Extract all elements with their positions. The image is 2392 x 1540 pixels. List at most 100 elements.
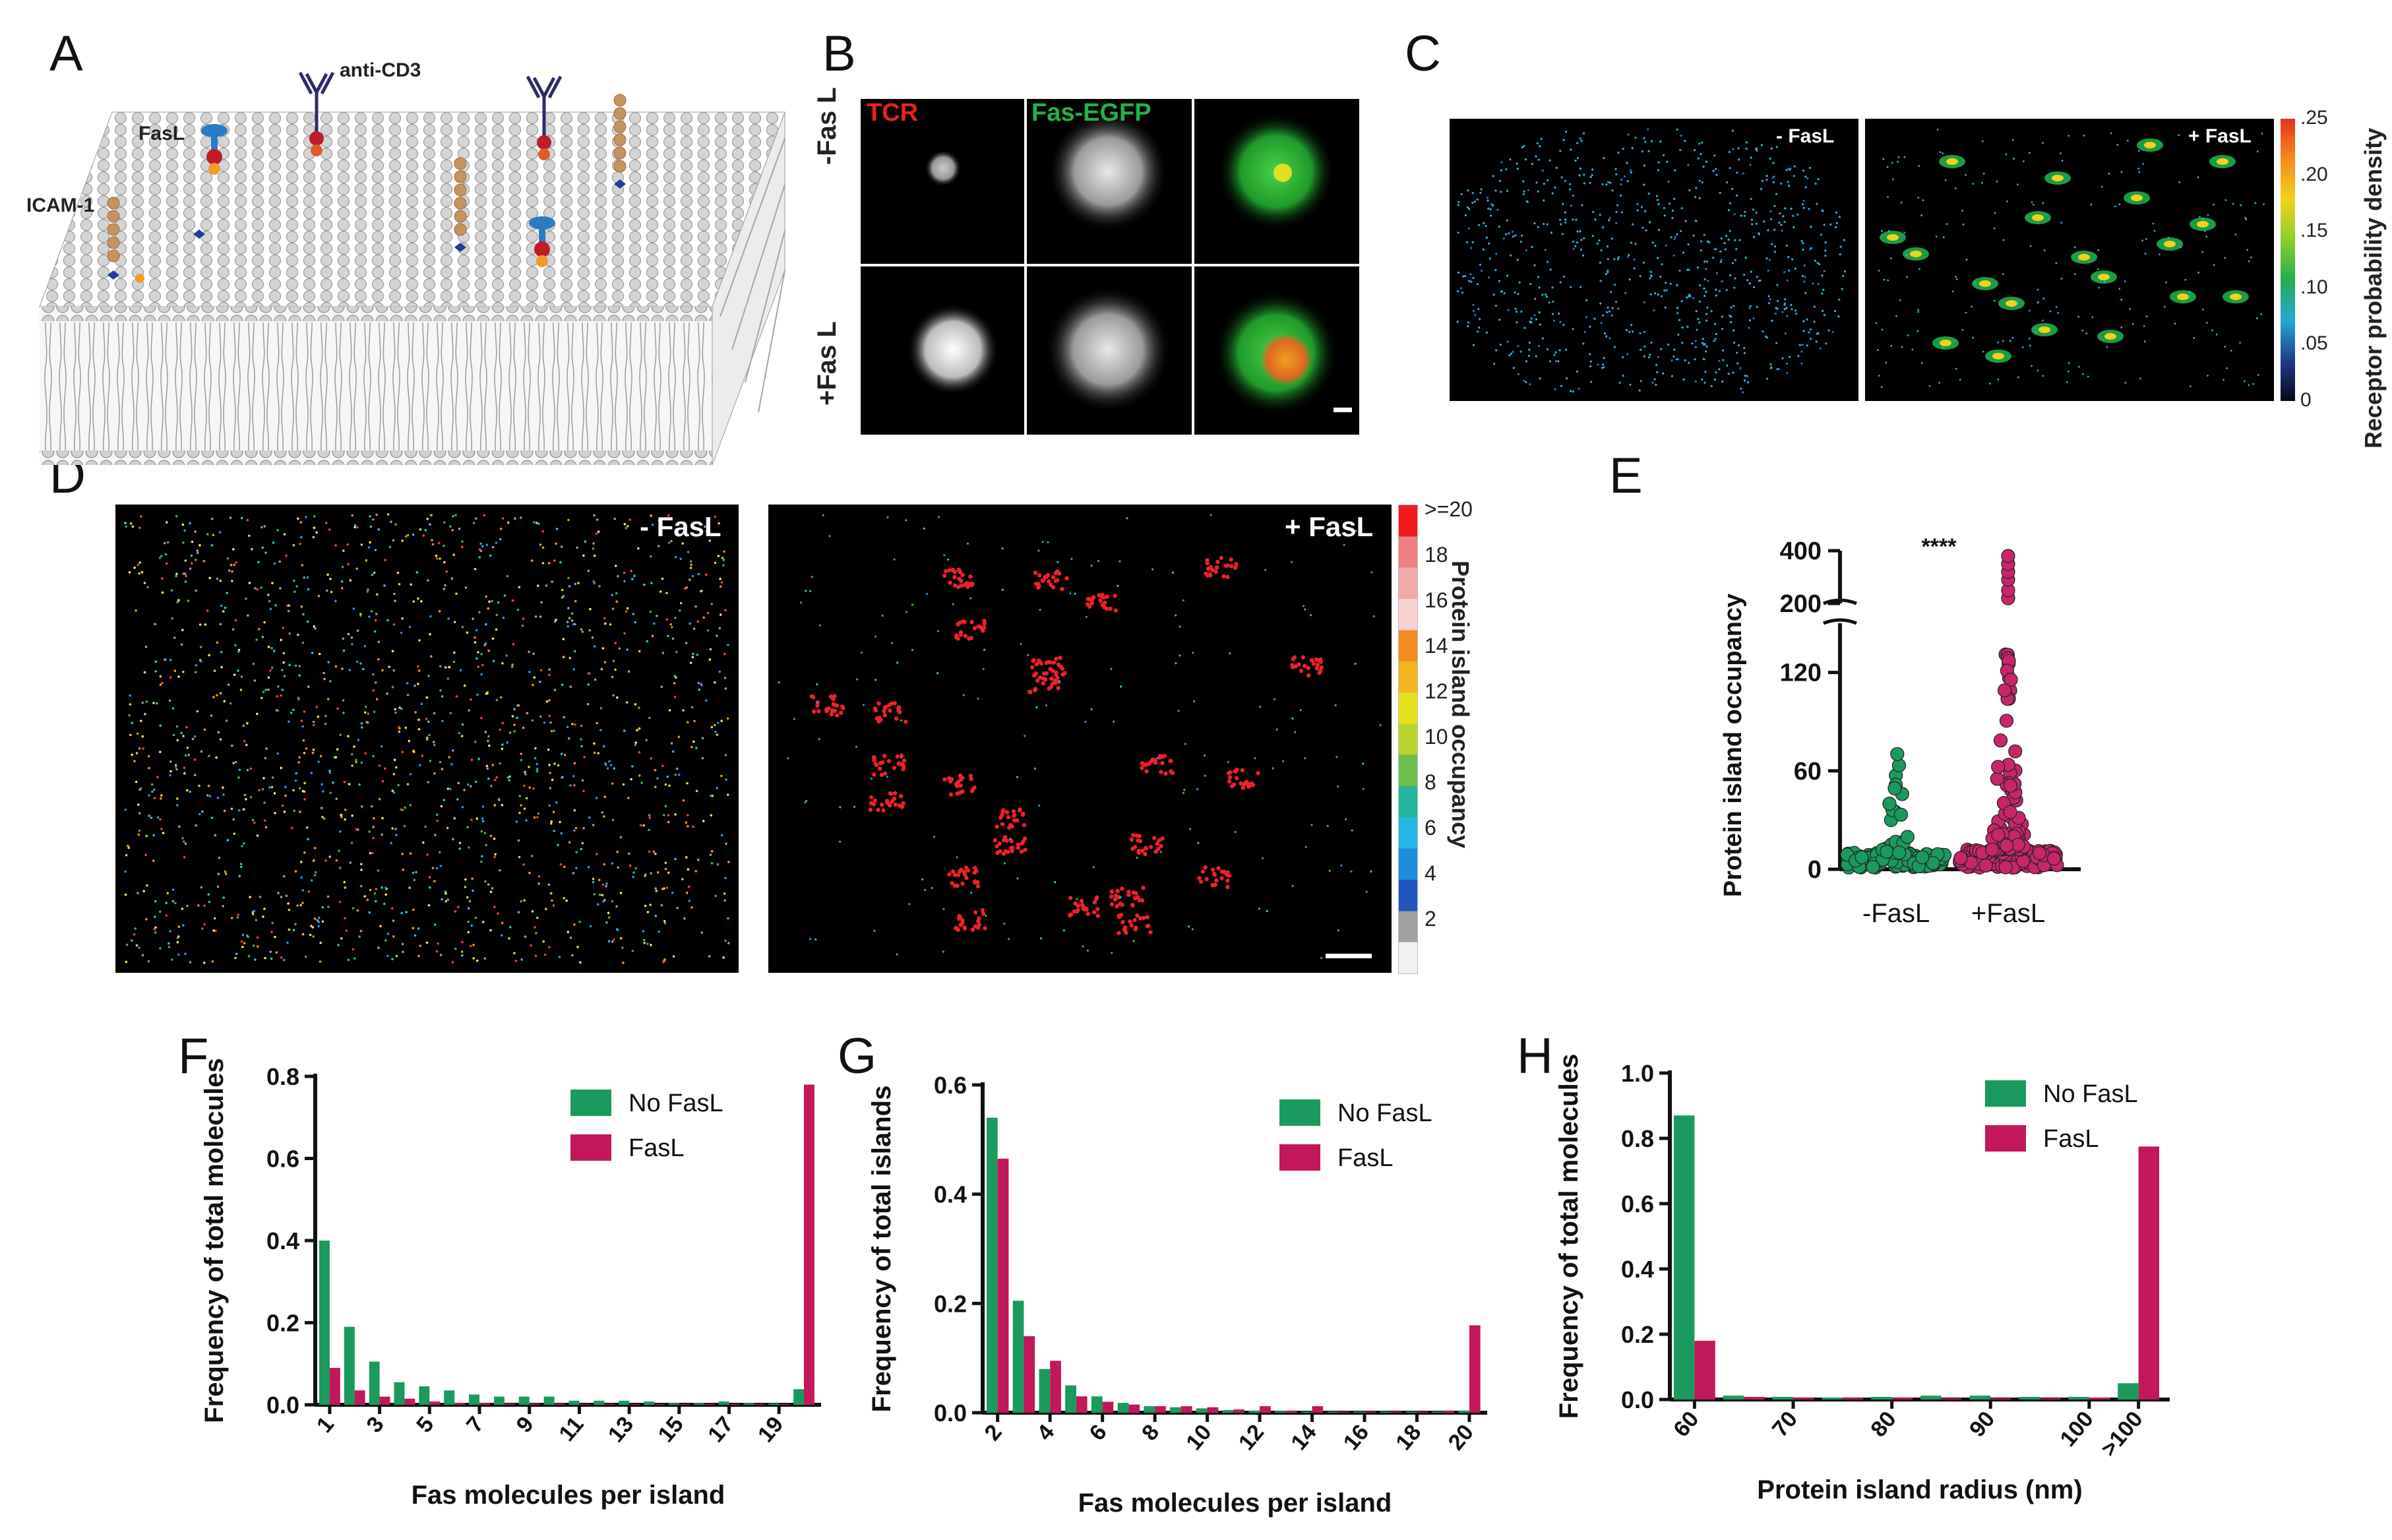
h-bar xyxy=(1694,1340,1715,1400)
fas-receptor xyxy=(537,135,551,160)
d-colorbar-tick: 6 xyxy=(1425,816,1436,840)
h-x-axis-label: Protein island radius (nm) xyxy=(1757,1475,2082,1504)
d-plus-fasl-map xyxy=(768,505,1392,973)
e-data-point xyxy=(1892,846,1907,860)
anti-cd3-antibody xyxy=(298,71,335,132)
e-data-point xyxy=(1926,856,1940,871)
h-bar xyxy=(1969,1396,1991,1400)
d-colorbar-tick: 8 xyxy=(1425,770,1436,794)
h-y-tick-label: 1.0 xyxy=(1621,1060,1654,1087)
panel-letter-h: H xyxy=(1517,1028,1553,1084)
c-colorbar xyxy=(2281,119,2295,401)
icam-1-molecule xyxy=(107,197,120,262)
e-data-point xyxy=(2001,549,2015,563)
h-y-tick-label: 0.0 xyxy=(1621,1386,1654,1413)
h-bar xyxy=(1822,1398,1843,1400)
e-data-point xyxy=(2033,846,2047,861)
h-x-tick-label: 70 xyxy=(1767,1407,1802,1442)
d-colorbar xyxy=(1398,505,1418,974)
e-y-tick-label: 200 xyxy=(1780,590,1822,618)
f-y-tick-label: 0.0 xyxy=(266,1392,299,1419)
h-x-tick-label: 80 xyxy=(1866,1407,1901,1442)
d-colorbar-tick: >=20 xyxy=(1425,497,1473,521)
membrane-schematic xyxy=(39,71,785,466)
h-x-tick-label: >100 xyxy=(2096,1407,2147,1462)
h-bar xyxy=(2118,1383,2139,1400)
h-bar xyxy=(1744,1397,1765,1400)
h-x-tick-label: 100 xyxy=(2055,1407,2099,1452)
channel-label-tcr: TCR xyxy=(867,99,919,127)
h-bar xyxy=(1891,1398,1913,1400)
h-bar xyxy=(1941,1398,1962,1400)
h-bar xyxy=(2138,1146,2159,1400)
c-colorbar-tick: .05 xyxy=(2300,332,2328,355)
d-colorbar-tick: 12 xyxy=(1425,679,1448,703)
panel-letter-g: G xyxy=(838,1028,877,1084)
icam-1-molecule xyxy=(613,94,627,173)
d-plus-label: + FasL xyxy=(1285,511,1374,542)
c-colorbar-tick: .25 xyxy=(2300,107,2328,129)
panel-letter-a: A xyxy=(49,26,83,82)
h-x-tick-label: 90 xyxy=(1965,1407,2000,1442)
e-data-point xyxy=(1998,683,2012,698)
h-legend-swatch xyxy=(1985,1080,2026,1107)
e-data-point xyxy=(1999,714,2014,728)
panel-letter-f: F xyxy=(178,1028,209,1084)
e-axis-break xyxy=(1823,598,1857,605)
f-y-tick-label: 0.6 xyxy=(266,1146,299,1173)
e-data-point xyxy=(1991,828,2006,842)
e-data-point xyxy=(1985,842,2000,857)
e-axis-break xyxy=(1823,618,1857,625)
e-data-point xyxy=(1890,747,1905,761)
h-bar xyxy=(1842,1398,1864,1400)
h-bar xyxy=(1990,1398,2011,1400)
d-minus-label: - FasL xyxy=(640,511,721,542)
d-colorbar-tick: 14 xyxy=(1425,634,1448,658)
h-x-tick-label: 60 xyxy=(1669,1407,1703,1442)
d-colorbar-tick: 16 xyxy=(1425,588,1448,612)
c-colorbar-tick: .10 xyxy=(2300,276,2328,298)
icam-1-molecule xyxy=(454,157,467,236)
e-data-point xyxy=(1915,850,1930,865)
e-x-tick-label: +FasL xyxy=(1971,899,2045,928)
e-y-axis-label: Protein island occupancy xyxy=(1719,594,1747,897)
h-y-tick-label: 0.4 xyxy=(1621,1256,1654,1283)
e-y-tick-label: 400 xyxy=(1780,538,1822,565)
h-bar xyxy=(2019,1397,2040,1400)
h-bar xyxy=(1793,1398,1814,1400)
e-data-point xyxy=(1893,807,1908,822)
e-data-point xyxy=(2003,778,2017,793)
label-fasl: FasL xyxy=(138,123,185,144)
e-x-tick-label: -FasL xyxy=(1862,899,1930,928)
f-y-tick-label: 0.2 xyxy=(266,1310,299,1337)
h-bar xyxy=(1920,1396,1942,1400)
d-colorbar-tick: 10 xyxy=(1425,725,1448,749)
c-plus-label: + FasL xyxy=(2188,125,2252,147)
h-y-tick-label: 0.8 xyxy=(1621,1125,1654,1152)
e-data-point xyxy=(1882,796,1897,811)
panel-letter-b: B xyxy=(822,26,856,82)
fasl-trimer xyxy=(201,124,228,175)
fas-receptor xyxy=(309,131,324,156)
h-bar xyxy=(2089,1398,2110,1400)
c-plus-fasl-map xyxy=(1865,119,2274,401)
e-data-point xyxy=(1953,851,1968,865)
e-data-point xyxy=(2008,744,2023,758)
panel-letter-e: E xyxy=(1609,448,1643,504)
h-y-tick-label: 0.6 xyxy=(1621,1190,1654,1217)
d-colorbar-tick: 4 xyxy=(1425,861,1436,885)
h-bar xyxy=(1871,1397,1892,1400)
e-y-tick-label: 120 xyxy=(1780,660,1822,687)
e-data-point xyxy=(1998,860,2013,875)
fasl-trimer xyxy=(529,216,555,267)
e-data-point xyxy=(1978,858,1993,873)
e-data-point xyxy=(1855,850,1869,865)
channel-label-fas-egfp: Fas-EGFP xyxy=(1031,99,1151,127)
h-y-axis-label: Frequency of total molecules xyxy=(1554,1054,1583,1419)
h-legend-label: FasL xyxy=(2043,1125,2099,1153)
panel-letter-c: C xyxy=(1405,26,1441,82)
h-bar xyxy=(2040,1398,2061,1400)
c-colorbar-tick: 0 xyxy=(2300,389,2312,411)
